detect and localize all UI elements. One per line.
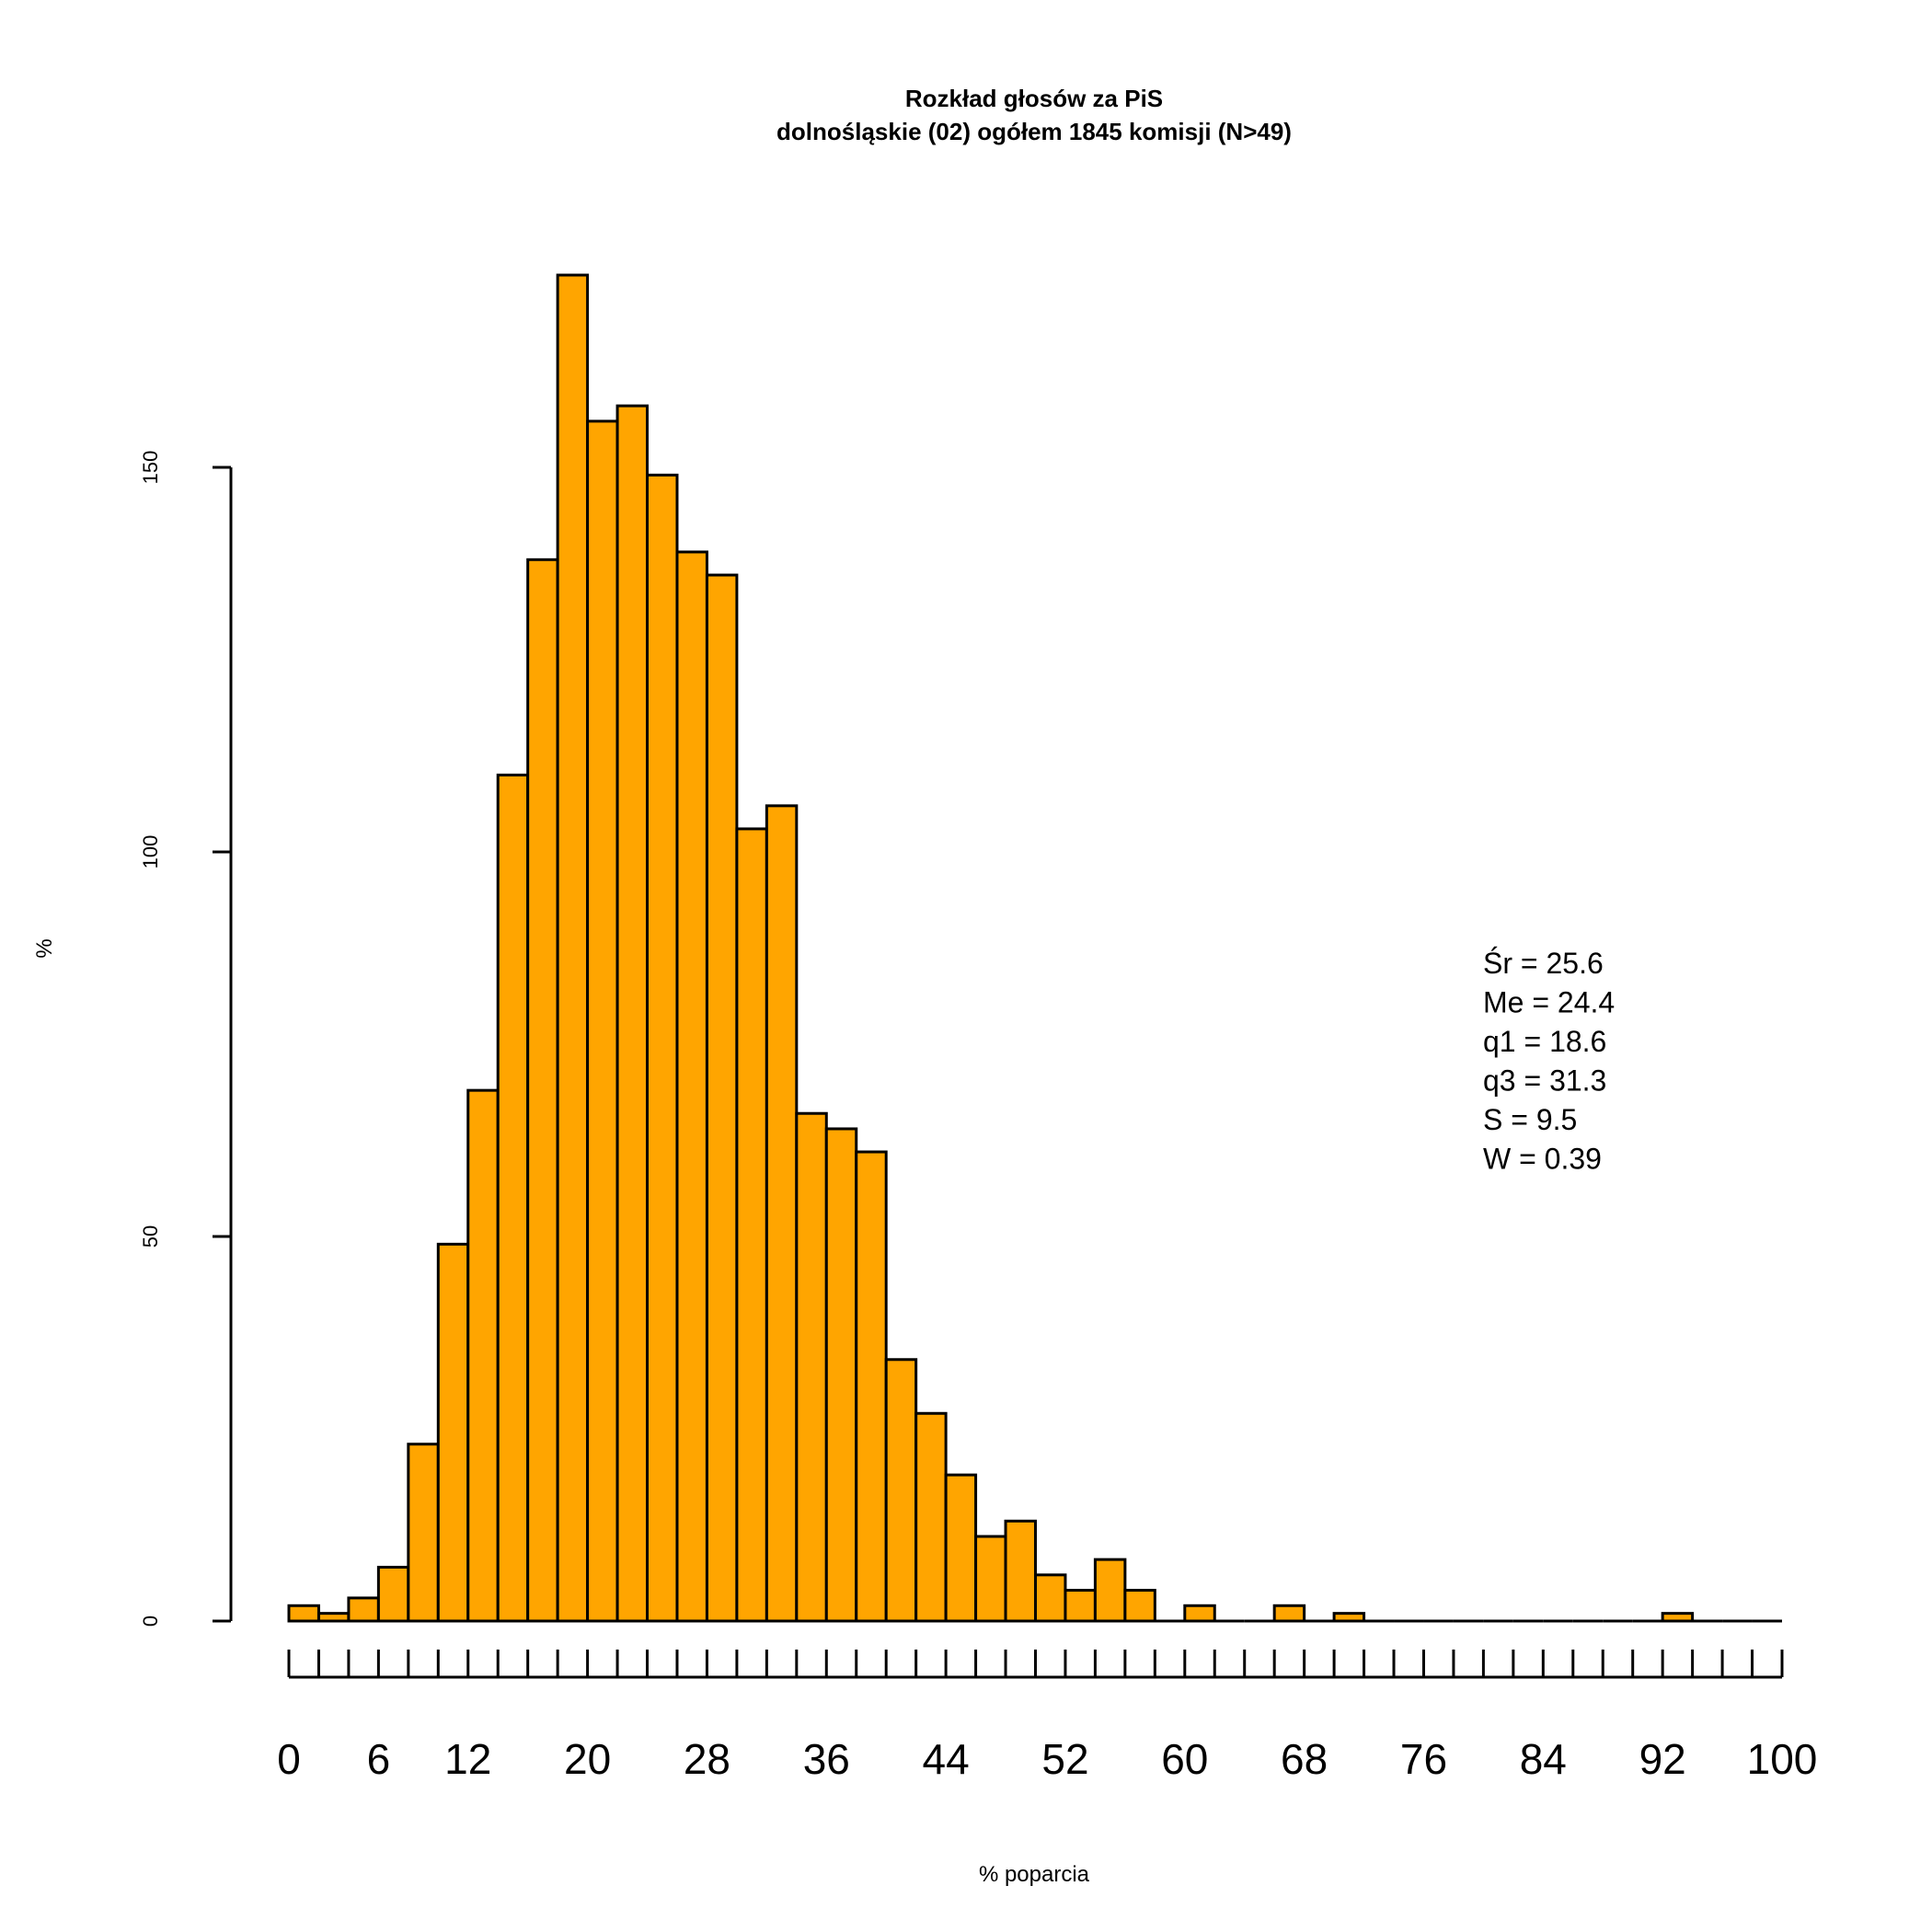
x-axis: 0 6 12 20 28 36 44 52 60 68 76 84 92 100 — [277, 1650, 1817, 1783]
histogram-bar — [974, 1535, 1007, 1623]
stats-box: Śr = 25.6 Me = 24.4 q1 = 18.6 q3 = 31.3 S = … — [1483, 947, 1615, 1176]
y-tick-label: 150 — [139, 451, 162, 485]
y-axis: 0 50 100 150 — [139, 451, 233, 1627]
x-tick-label: 44 — [923, 1735, 970, 1783]
x-tick-label: 100 — [1747, 1735, 1818, 1783]
x-tick-label: 20 — [564, 1735, 611, 1783]
histogram-bar — [1272, 1604, 1306, 1623]
x-axis-label: % poparcia — [979, 1862, 1090, 1887]
histogram-bar — [586, 420, 619, 1623]
histogram-bar — [824, 1127, 858, 1623]
stat-line: W = 0.39 — [1483, 1143, 1602, 1176]
y-tick-label: 50 — [139, 1225, 162, 1248]
stat-line: S = 9.5 — [1483, 1103, 1577, 1136]
histogram-bar — [1064, 1589, 1097, 1623]
x-tick-label: 76 — [1400, 1735, 1447, 1783]
histogram-bar — [376, 1565, 410, 1623]
histogram-bar — [1661, 1612, 1695, 1623]
bars-group — [287, 273, 1782, 1623]
histogram-bar — [705, 573, 739, 1623]
x-tick-label: 92 — [1639, 1735, 1686, 1783]
histogram-bar — [1123, 1589, 1156, 1623]
histogram-bar — [615, 404, 650, 1623]
x-tick-label: 0 — [277, 1735, 301, 1783]
histogram-bar — [646, 473, 679, 1623]
stat-line: Śr = 25.6 — [1483, 947, 1604, 980]
histogram-bar — [1183, 1604, 1216, 1623]
stat-line: q1 = 18.6 — [1483, 1025, 1606, 1058]
histogram-bar — [287, 1604, 320, 1623]
histogram-bar — [765, 804, 799, 1623]
histogram-bar — [407, 1443, 440, 1623]
stat-line: q3 = 31.3 — [1483, 1064, 1606, 1098]
chart-subtitle: dolnośląskie (02) ogółem 1845 komisji (N… — [776, 118, 1292, 145]
histogram-bar — [914, 1411, 948, 1623]
x-tick-label: 60 — [1161, 1735, 1208, 1783]
histogram-bar — [884, 1358, 918, 1623]
histogram-bar — [466, 1088, 500, 1623]
x-tick-label: 52 — [1041, 1735, 1088, 1783]
histogram-bar — [316, 1612, 351, 1623]
chart-title: Rozkład głosów za PiS — [905, 85, 1163, 112]
histogram-bar — [1034, 1573, 1067, 1623]
histogram-bar — [436, 1242, 470, 1623]
x-tick-label: 36 — [803, 1735, 850, 1783]
histogram-bar — [1332, 1612, 1366, 1623]
histogram-bar — [347, 1596, 380, 1623]
histogram-bar — [855, 1150, 888, 1623]
histogram-bar — [795, 1111, 828, 1623]
histogram-bar — [526, 558, 559, 1623]
x-tick-label: 6 — [367, 1735, 391, 1783]
x-tick-label: 84 — [1520, 1735, 1567, 1783]
histogram-bar — [944, 1473, 978, 1623]
histogram-bar — [675, 550, 708, 1623]
histogram-bar — [556, 273, 590, 1623]
x-tick-label: 12 — [444, 1735, 491, 1783]
x-tick-label: 28 — [684, 1735, 730, 1783]
y-axis-label: % — [32, 938, 57, 958]
x-tick-label: 68 — [1281, 1735, 1328, 1783]
histogram-bar — [496, 773, 530, 1623]
histogram-bar — [1093, 1558, 1127, 1623]
y-tick-label: 100 — [139, 835, 162, 869]
histogram-bar — [1004, 1519, 1038, 1623]
y-tick-label: 0 — [139, 1616, 162, 1627]
histogram-bar — [735, 827, 768, 1623]
stat-line: Me = 24.4 — [1483, 986, 1615, 1019]
